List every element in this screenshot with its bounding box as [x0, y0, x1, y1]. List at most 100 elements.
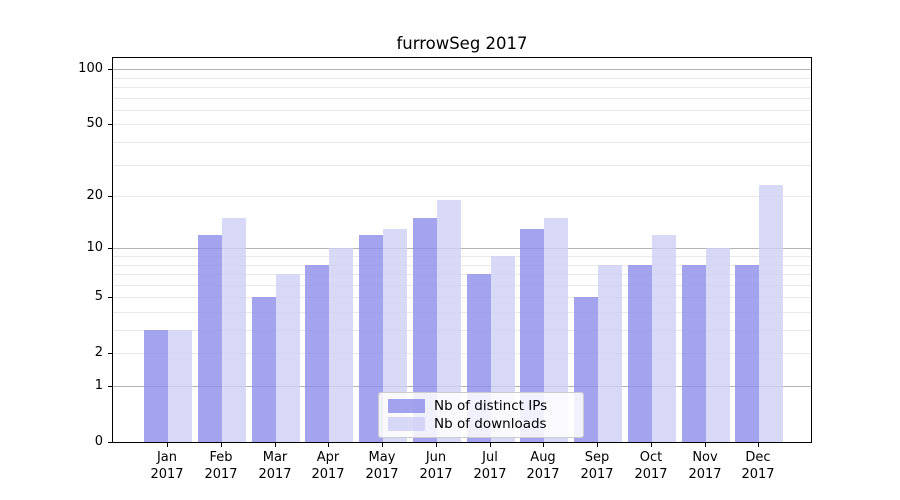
x-tick-mark [597, 443, 598, 447]
bar-distinct-ips [198, 235, 222, 442]
y-tick-mark [108, 69, 112, 70]
x-tick-label-year: 2017 [580, 466, 614, 482]
gridline-major [113, 386, 811, 387]
legend-row: Nb of distinct IPs [388, 398, 574, 414]
bar-distinct-ips [735, 265, 759, 442]
x-tick-label-month: Aug [530, 450, 556, 465]
y-tick-label: 5 [94, 289, 103, 304]
x-tick-mark [758, 443, 759, 447]
x-tick-label-month: Mar [262, 450, 288, 465]
x-tick-label-year: 2017 [204, 466, 238, 482]
y-tick-label: 50 [86, 116, 103, 131]
gridline-minor [113, 98, 811, 99]
x-tick-mark [651, 443, 652, 447]
x-tick-label-month: May [368, 450, 396, 465]
x-tick-label-month: Dec [745, 450, 771, 465]
x-tick-mark [490, 443, 491, 447]
x-tick-label-year: 2017 [419, 466, 453, 482]
x-tick-label-year: 2017 [688, 466, 722, 482]
gridline-minor [113, 274, 811, 275]
y-tick-label: 0 [94, 434, 103, 449]
y-tick-mark [108, 196, 112, 197]
y-tick-label: 100 [78, 61, 103, 76]
x-tick-label-month: Oct [639, 450, 663, 465]
gridline-major [113, 248, 811, 249]
bar-downloads [598, 265, 622, 442]
bar-downloads [759, 185, 783, 442]
gridline-minor [113, 124, 811, 125]
x-tick-mark [382, 443, 383, 447]
gridline-minor [113, 353, 811, 354]
bar-downloads [329, 248, 353, 442]
bar-distinct-ips [682, 265, 706, 442]
gridline-minor [113, 330, 811, 331]
gridline-minor [113, 78, 811, 79]
y-tick-label: 10 [86, 240, 103, 255]
x-tick-label-year: 2017 [526, 466, 560, 482]
x-tick-label-year: 2017 [365, 466, 399, 482]
chart-title: furrowSeg 2017 [396, 34, 528, 53]
x-tick-label: Aug 2017 [503, 450, 583, 484]
x-tick-label-month: Jul [482, 450, 498, 465]
x-tick-label: Oct 2017 [611, 450, 691, 484]
x-tick-label-month: Jun [425, 450, 447, 465]
gridline-minor [113, 142, 811, 143]
y-tick-label: 2 [94, 345, 103, 360]
y-tick-label: 20 [86, 188, 103, 203]
x-tick-label: Feb 2017 [181, 450, 261, 484]
bar-downloads [276, 274, 300, 442]
x-tick-label: Jan 2017 [127, 450, 207, 484]
bar-downloads [706, 248, 730, 442]
gridline-minor [113, 87, 811, 88]
x-tick-mark [328, 443, 329, 447]
y-tick-mark [108, 248, 112, 249]
legend-row: Nb of downloads [388, 416, 574, 432]
bar-downloads [168, 330, 192, 442]
x-tick-mark [436, 443, 437, 447]
x-tick-mark [221, 443, 222, 447]
x-tick-label-year: 2017 [634, 466, 668, 482]
legend-label: Nb of downloads [434, 416, 547, 432]
bar-distinct-ips [628, 265, 652, 442]
y-tick-mark [108, 386, 112, 387]
x-tick-label: Mar 2017 [235, 450, 315, 484]
gridline-minor [113, 165, 811, 166]
gridline-minor [113, 297, 811, 298]
x-tick-label: Jun 2017 [396, 450, 476, 484]
x-tick-mark [705, 443, 706, 447]
plot-area [112, 57, 812, 443]
x-tick-label: Sep 2017 [557, 450, 637, 484]
x-tick-label-month: Apr [316, 450, 340, 465]
gridline-minor [113, 110, 811, 111]
x-tick-label-month: Jan [156, 450, 178, 465]
x-tick-label-year: 2017 [741, 466, 775, 482]
y-tick-mark [108, 353, 112, 354]
bar-distinct-ips [252, 297, 276, 442]
x-tick-mark [543, 443, 544, 447]
bar-distinct-ips [305, 265, 329, 442]
x-tick-label: May 2017 [342, 450, 422, 484]
y-tick-label: 1 [94, 378, 103, 393]
x-tick-label: Jul 2017 [450, 450, 530, 484]
gridline-minor [113, 285, 811, 286]
x-tick-label-year: 2017 [258, 466, 292, 482]
x-tick-label-year: 2017 [473, 466, 507, 482]
legend: Nb of distinct IPs Nb of downloads [378, 392, 584, 438]
y-tick-mark [108, 297, 112, 298]
legend-label: Nb of distinct IPs [434, 398, 548, 414]
x-tick-label: Dec 2017 [718, 450, 798, 484]
x-tick-label: Apr 2017 [288, 450, 368, 484]
x-tick-label-year: 2017 [311, 466, 345, 482]
gridline-minor [113, 196, 811, 197]
y-tick-mark [108, 442, 112, 443]
legend-swatch [388, 399, 425, 413]
legend-swatch [388, 417, 425, 431]
x-tick-label: Nov 2017 [665, 450, 745, 484]
y-tick-mark [108, 124, 112, 125]
gridline-minor [113, 265, 811, 266]
bar-downloads [652, 235, 676, 442]
gridline-minor [113, 312, 811, 313]
x-tick-label-month: Nov [692, 450, 718, 465]
x-tick-mark [167, 443, 168, 447]
